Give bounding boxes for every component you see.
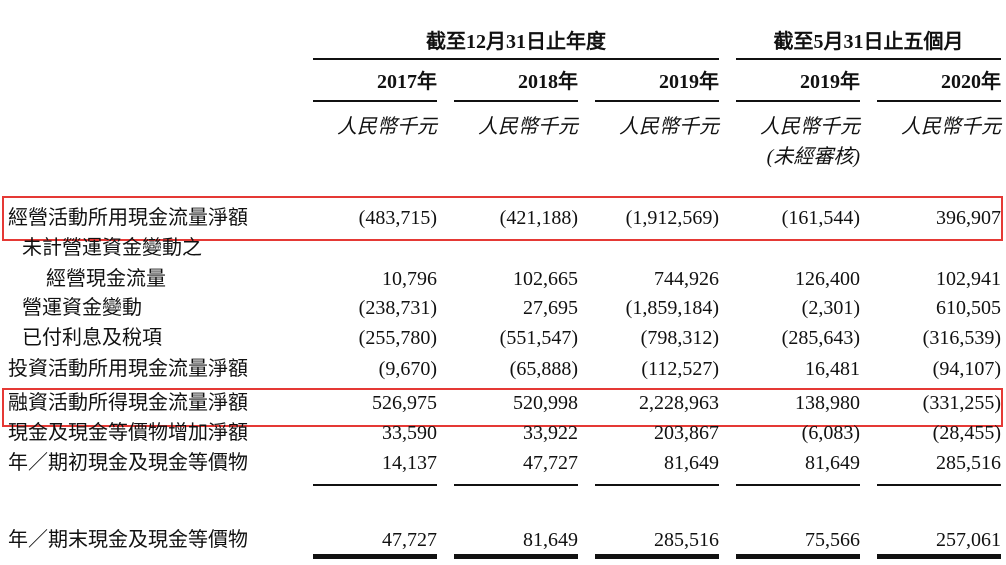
cell-value: 16,481	[805, 358, 860, 380]
period-group: 截至5月31日止五個月	[773, 31, 964, 53]
cell-value: (1,859,184)	[625, 297, 719, 319]
cell-value: 285,516	[936, 452, 1001, 474]
total-label: 年／期末現金及現金等價物	[8, 529, 248, 551]
cell-value: 47,727	[382, 529, 437, 551]
cell-value: 102,665	[513, 268, 578, 290]
column-unit: 人民幣千元	[337, 116, 437, 138]
cell-value: (161,544)	[781, 207, 860, 229]
rule	[595, 484, 719, 486]
row-label: 年／期初現金及現金等價物	[8, 452, 248, 474]
cell-value: (1,912,569)	[625, 207, 719, 229]
rule	[454, 554, 578, 559]
cell-value: (421,188)	[499, 207, 578, 229]
rule	[736, 484, 860, 486]
row-label: 已付利息及稅項	[22, 327, 162, 349]
cell-value: 33,590	[382, 422, 437, 444]
cell-value: 14,137	[382, 452, 437, 474]
cell-value: (255,780)	[358, 327, 437, 349]
cell-value: (65,888)	[509, 358, 578, 380]
cell-value: 257,061	[936, 529, 1001, 551]
rule	[595, 100, 719, 102]
row-label: 現金及現金等價物增加淨額	[8, 422, 248, 444]
cell-value: (316,539)	[922, 327, 1001, 349]
rule	[877, 484, 1001, 486]
column-note: (未經審核)	[766, 146, 860, 168]
cell-value: (285,643)	[781, 327, 860, 349]
cell-value: 285,516	[654, 529, 719, 551]
cell-value: (112,527)	[641, 358, 719, 380]
cell-value: 126,400	[795, 268, 860, 290]
cell-value: (9,670)	[378, 358, 437, 380]
column-unit: 人民幣千元	[619, 116, 719, 138]
period-group: 截至12月31日止年度	[426, 31, 606, 53]
row-label: 經營活動所用現金流量淨額	[8, 207, 248, 229]
row-label: 營運資金變動	[22, 297, 142, 319]
cell-value: (798,312)	[640, 327, 719, 349]
row-label: 融資活動所得現金流量淨額	[8, 392, 248, 414]
cell-value: 744,926	[654, 268, 719, 290]
cell-value: (331,255)	[922, 392, 1001, 414]
column-year: 2020年	[941, 71, 1001, 93]
cell-value: (551,547)	[499, 327, 578, 349]
cell-value: 10,796	[382, 268, 437, 290]
rule	[313, 58, 719, 60]
row-label: 未計營運資金變動之	[22, 237, 202, 259]
highlight-box	[2, 388, 1003, 427]
cell-value: 47,727	[523, 452, 578, 474]
column-unit: 人民幣千元	[478, 116, 578, 138]
cell-value: (483,715)	[358, 207, 437, 229]
cell-value: 396,907	[936, 207, 1001, 229]
cell-value: 81,649	[805, 452, 860, 474]
rule	[736, 554, 860, 559]
rule	[877, 554, 1001, 559]
cell-value: 138,980	[795, 392, 860, 414]
cell-value: 203,867	[654, 422, 719, 444]
cell-value: 75,566	[805, 529, 860, 551]
highlight-box	[2, 196, 1003, 241]
column-unit: 人民幣千元	[760, 116, 860, 138]
rule	[454, 100, 578, 102]
column-year: 2019年	[659, 71, 719, 93]
cell-value: 81,649	[523, 529, 578, 551]
cell-value: 526,975	[372, 392, 437, 414]
cell-value: 520,998	[513, 392, 578, 414]
cell-value: (238,731)	[358, 297, 437, 319]
column-unit: 人民幣千元	[901, 116, 1001, 138]
cell-value: 2,228,963	[639, 392, 719, 414]
cell-value: 33,922	[523, 422, 578, 444]
cell-value: 81,649	[664, 452, 719, 474]
rule	[313, 100, 437, 102]
cell-value: 102,941	[936, 268, 1001, 290]
column-year: 2018年	[518, 71, 578, 93]
cell-value: (6,083)	[801, 422, 860, 444]
rule	[736, 100, 860, 102]
cell-value: 610,505	[936, 297, 1001, 319]
cell-value: (28,455)	[932, 422, 1001, 444]
rule	[595, 554, 719, 559]
column-year: 2019年	[800, 71, 860, 93]
rule	[313, 554, 437, 559]
cell-value: (2,301)	[801, 297, 860, 319]
rule	[313, 484, 437, 486]
row-label: 投資活動所用現金流量淨額	[8, 358, 248, 380]
rule	[454, 484, 578, 486]
rule	[736, 58, 1001, 60]
rule	[877, 100, 1001, 102]
row-label: 經營現金流量	[46, 268, 166, 290]
column-year: 2017年	[377, 71, 437, 93]
cell-value: (94,107)	[932, 358, 1001, 380]
cell-value: 27,695	[523, 297, 578, 319]
